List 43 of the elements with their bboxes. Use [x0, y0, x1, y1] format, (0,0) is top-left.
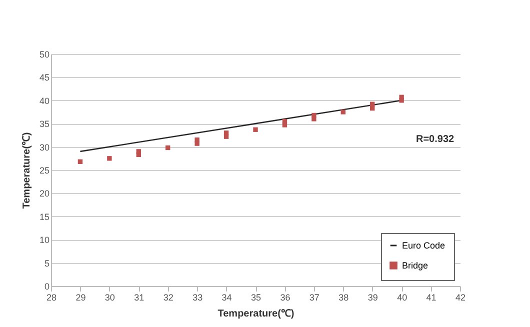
legend-label: Bridge [402, 260, 428, 270]
point [340, 110, 346, 114]
point [253, 127, 258, 132]
x-tick-label: 29 [76, 292, 86, 302]
y-tick-label: 10 [39, 235, 50, 246]
y-tick-label: 50 [39, 50, 50, 60]
annotation: R=0.932 [416, 134, 455, 145]
y-tick-label: 15 [39, 212, 50, 222]
y-tick-label: 20 [39, 188, 50, 199]
point [194, 137, 200, 142]
point [282, 118, 288, 124]
x-tick-label: 31 [134, 292, 144, 302]
y-tick-label: 45 [39, 72, 50, 83]
point [312, 112, 316, 118]
y-tick-label: 25 [39, 166, 50, 176]
point [370, 102, 375, 106]
x-tick-label: 28 [46, 292, 57, 302]
y-tick-label: 30 [39, 142, 50, 152]
x-tick-label: 34 [222, 292, 232, 302]
point [224, 130, 229, 136]
x-tick-label: 33 [192, 292, 203, 302]
x-tick-label: 38 [338, 292, 349, 302]
x-tick-label: 41 [426, 292, 436, 302]
legend-label: Euro Code [402, 240, 446, 250]
x-tick-label: 40 [397, 292, 408, 302]
y-axis-title: Temperature(℃) [21, 132, 32, 209]
x-tick-label: 35 [250, 292, 262, 302]
y-tick-label: 40 [39, 96, 50, 106]
point [107, 156, 112, 161]
x-axis-title: Temperature(℃) [218, 308, 294, 320]
x-tick-label: 39 [368, 292, 378, 302]
x-tick-label: 32 [163, 292, 174, 302]
y-tick-label: 35 [39, 119, 50, 130]
y-tick-label: 5 [44, 258, 50, 268]
y-tick-label: 0 [44, 282, 50, 292]
x-tick-label: 37 [309, 292, 320, 302]
point [136, 149, 141, 154]
point [166, 145, 170, 150]
point [399, 94, 404, 100]
x-tick-label: 42 [455, 292, 466, 302]
x-tick-label: 30 [104, 292, 115, 302]
point [78, 159, 83, 164]
x-tick-label: 36 [280, 292, 290, 302]
